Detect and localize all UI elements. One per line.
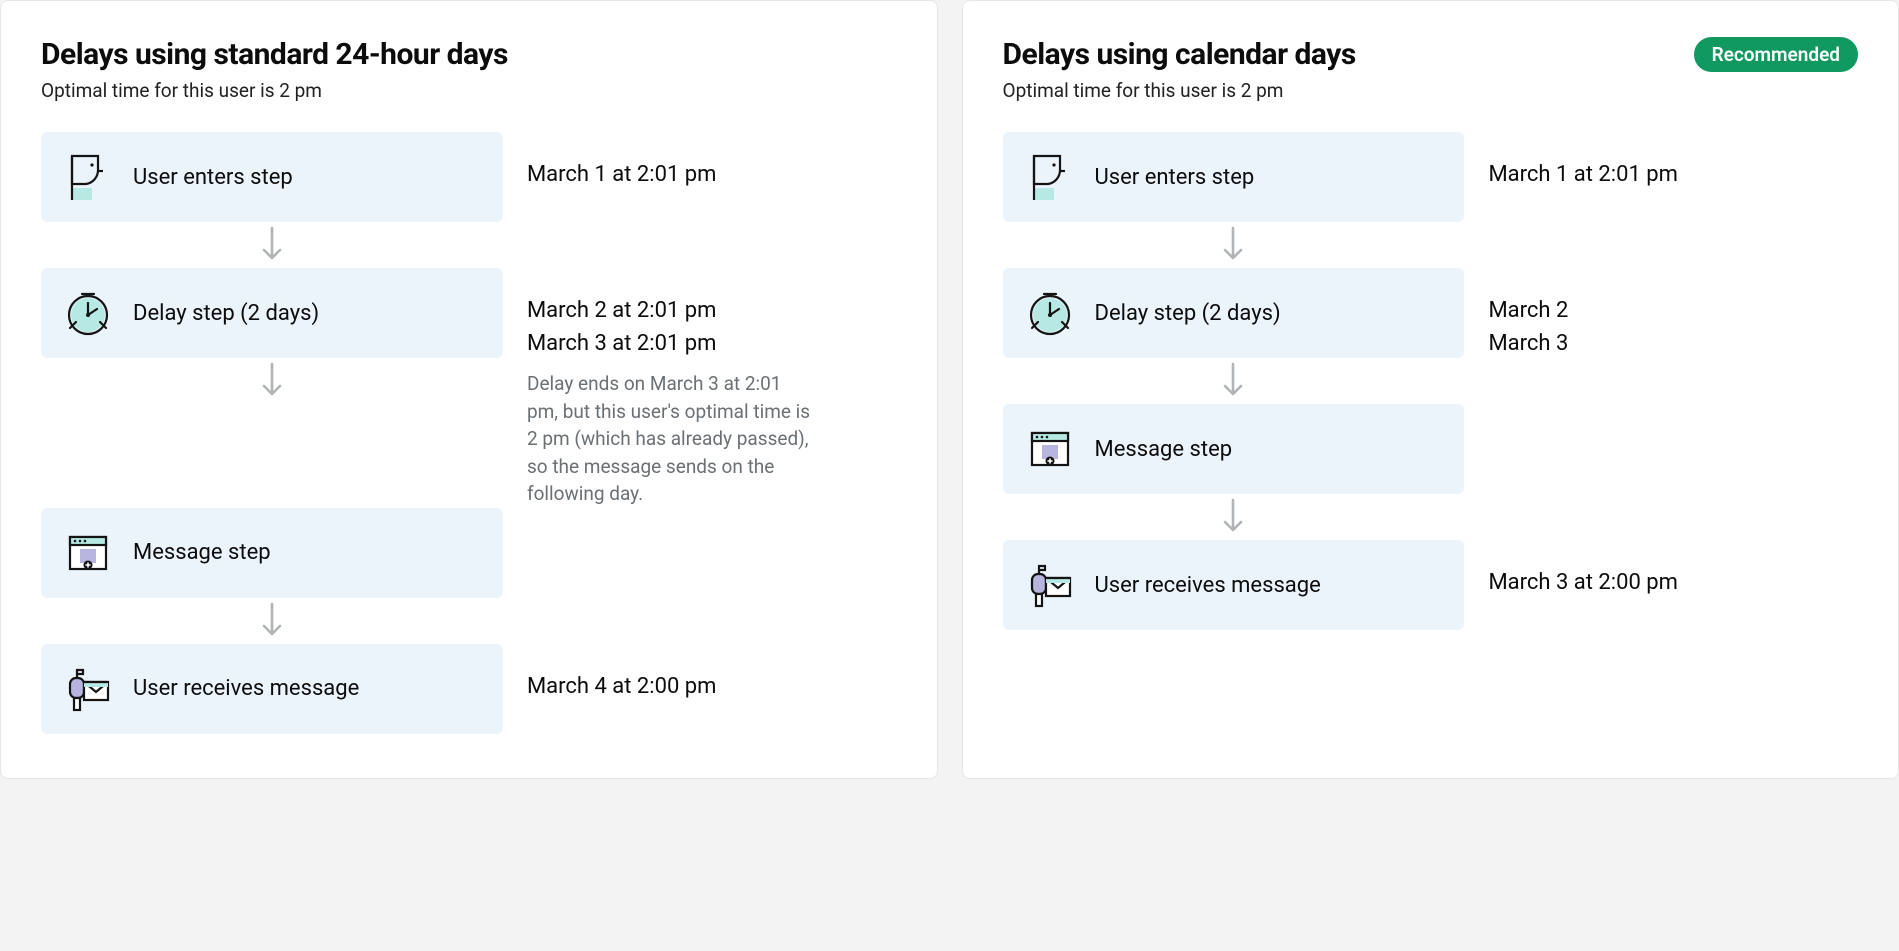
step-receive: User receives message (1003, 540, 1465, 630)
stopwatch-icon (63, 288, 113, 338)
step-delay: Delay step (2 days) (41, 268, 503, 358)
meta-timestamp: March 1 at 2:01 pm (527, 158, 897, 191)
step-user-enters: User enters step (1003, 132, 1465, 222)
step-user-enters: User enters step (41, 132, 503, 222)
step-meta: March 1 at 2:01 pm (527, 132, 897, 191)
flow-row: User receives message March 3 at 2:00 pm (1003, 540, 1859, 630)
step-label: User receives message (133, 676, 359, 701)
flow-row: User receives message March 4 at 2:00 pm (41, 644, 897, 734)
step-meta: March 3 at 2:00 pm (1488, 540, 1858, 599)
step-meta: March 2 at 2:01 pm March 3 at 2:01 pm De… (527, 268, 897, 508)
flow-row: Delay step (2 days) March 2 March 3 (1003, 268, 1859, 404)
comparison-container: Delays using standard 24-hour days Optim… (0, 0, 1899, 779)
step-label: Message step (1095, 437, 1233, 462)
step-label: User enters step (1095, 165, 1255, 190)
meta-timestamp: March 3 at 2:00 pm (1488, 566, 1858, 599)
panel-title: Delays using standard 24-hour days (41, 37, 508, 73)
step-meta (527, 508, 897, 534)
arrow-down-icon (1003, 222, 1465, 268)
step-meta: March 4 at 2:00 pm (527, 644, 897, 703)
step-meta: March 2 March 3 (1488, 268, 1858, 360)
step-message: Message step (1003, 404, 1465, 494)
meta-timestamp: March 2 at 2:01 pm (527, 294, 897, 327)
flow: User enters step March 1 at 2:01 pm Dela… (1003, 132, 1859, 630)
meta-note: Delay ends on March 3 at 2:01 pm, but th… (527, 370, 817, 508)
step-meta (1488, 404, 1858, 430)
arrow-down-icon (41, 222, 503, 268)
step-label: User enters step (133, 165, 293, 190)
flow-row: User enters step March 1 at 2:01 pm (41, 132, 897, 268)
step-meta: March 1 at 2:01 pm (1488, 132, 1858, 191)
step-label: Delay step (2 days) (1095, 301, 1281, 326)
window-icon (1025, 424, 1075, 474)
flow-row: Message step (1003, 404, 1859, 540)
meta-timestamp: March 2 (1488, 294, 1858, 327)
step-receive: User receives message (41, 644, 503, 734)
flow-row: User enters step March 1 at 2:01 pm (1003, 132, 1859, 268)
panel-standard-days: Delays using standard 24-hour days Optim… (0, 0, 938, 779)
user-icon (63, 152, 113, 202)
mailbox-icon (1025, 560, 1075, 610)
user-icon (1025, 152, 1075, 202)
arrow-down-icon (1003, 358, 1465, 404)
mailbox-icon (63, 664, 113, 714)
step-label: User receives message (1095, 573, 1321, 598)
flow: User enters step March 1 at 2:01 pm Dela… (41, 132, 897, 734)
arrow-down-icon (41, 598, 503, 644)
step-label: Delay step (2 days) (133, 301, 319, 326)
panel-title: Delays using calendar days (1003, 37, 1356, 73)
window-icon (63, 528, 113, 578)
arrow-down-icon (41, 358, 503, 404)
meta-timestamp: March 3 (1488, 327, 1858, 360)
step-delay: Delay step (2 days) (1003, 268, 1465, 358)
panel-header: Delays using calendar days Optimal time … (1003, 37, 1859, 102)
panel-header: Delays using standard 24-hour days Optim… (41, 37, 897, 102)
stopwatch-icon (1025, 288, 1075, 338)
meta-timestamp: March 1 at 2:01 pm (1488, 158, 1858, 191)
meta-timestamp: March 4 at 2:00 pm (527, 670, 897, 703)
panel-subtitle: Optimal time for this user is 2 pm (1003, 79, 1356, 102)
panel-calendar-days: Delays using calendar days Optimal time … (962, 0, 1899, 779)
panel-subtitle: Optimal time for this user is 2 pm (41, 79, 508, 102)
flow-row: Message step (41, 508, 897, 644)
arrow-down-icon (1003, 494, 1465, 540)
step-label: Message step (133, 540, 271, 565)
flow-row: Delay step (2 days) March 2 at 2:01 pm M… (41, 268, 897, 508)
meta-timestamp: March 3 at 2:01 pm (527, 327, 897, 360)
step-message: Message step (41, 508, 503, 598)
recommended-badge: Recommended (1694, 37, 1858, 72)
